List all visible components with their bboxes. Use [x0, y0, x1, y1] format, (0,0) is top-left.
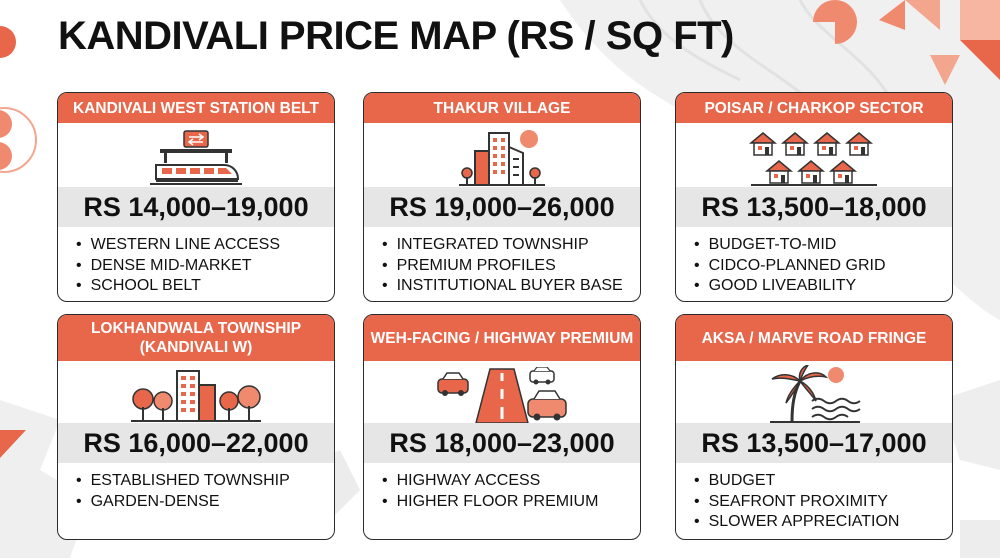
card-heading-text: LOKHANDWALA TOWNSHIP [90, 320, 302, 337]
card-heading-text: POISAR / CHARKOP SECTOR [704, 99, 924, 117]
card-kandivali-west-station-belt: KANDIVALI WEST STATION BELT RS 14,000–19… [57, 92, 335, 302]
price-range: RS 19,000–26,000 [364, 187, 640, 227]
price-range: RS 18,000–23,000 [364, 423, 640, 463]
feature-list: INTEGRATED TOWNSHIP PREMIUM PROFILES INS… [364, 227, 640, 297]
list-item: HIGHWAY ACCESS [382, 471, 640, 492]
card-heading-text: THAKUR VILLAGE [433, 99, 571, 117]
houses-grid-icon [750, 132, 877, 186]
list-item: DENSE MID-MARKET [76, 256, 334, 277]
palm-beach-icon [770, 365, 861, 423]
list-item: CIDCO-PLANNED GRID [694, 256, 952, 277]
list-item: INTEGRATED TOWNSHIP [382, 235, 640, 256]
list-item: SEAFRONT PROXIMITY [694, 492, 952, 513]
list-item: SLOWER APPRECIATION [694, 512, 952, 533]
card-aksa-marve-road: AKSA / MARVE ROAD FRINGE RS 13,500–17,00… [675, 314, 953, 540]
city-buildings-icon [459, 130, 545, 186]
card-heading: POISAR / CHARKOP SECTOR [676, 93, 952, 123]
list-item: ESTABLISHED TOWNSHIP [76, 471, 334, 492]
feature-list: BUDGET SEAFRONT PROXIMITY SLOWER APPRECI… [676, 463, 952, 533]
list-item: INSTITUTIONAL BUYER BASE [382, 276, 640, 297]
list-item: BUDGET [694, 471, 952, 492]
list-item: BUDGET-TO-MID [694, 235, 952, 256]
feature-list: WESTERN LINE ACCESS DENSE MID-MARKET SCH… [58, 227, 334, 297]
list-item: WESTERN LINE ACCESS [76, 235, 334, 256]
card-heading: LOKHANDWALA TOWNSHIP (KANDIVALI W) [58, 315, 334, 361]
price-range: RS 13,500–17,000 [676, 423, 952, 463]
card-poisar-charkop-sector: POISAR / CHARKOP SECTOR RS 13,500–18,000… [675, 92, 953, 302]
card-heading: THAKUR VILLAGE [364, 93, 640, 123]
card-weh-facing-highway: WEH-FACING / HIGHWAY PREMIUM RS 18,000–2… [363, 314, 641, 540]
card-heading: AKSA / MARVE ROAD FRINGE [676, 315, 952, 361]
page-title: KANDIVALI PRICE MAP (RS / SQ FT) [58, 14, 734, 58]
feature-list: BUDGET-TO-MID CIDCO-PLANNED GRID GOOD LI… [676, 227, 952, 297]
price-range: RS 14,000–19,000 [58, 187, 334, 227]
township-trees-icon [131, 370, 261, 422]
list-item: GARDEN-DENSE [76, 492, 334, 513]
card-lokhandwala-township: LOKHANDWALA TOWNSHIP (KANDIVALI W) RS 16… [57, 314, 335, 540]
card-heading-subtext: (KANDIVALI W) [139, 339, 253, 356]
highway-cars-icon [437, 367, 567, 423]
list-item: GOOD LIVEABILITY [694, 276, 952, 297]
card-heading-text: WEH-FACING / HIGHWAY PREMIUM [370, 329, 634, 347]
list-item: HIGHER FLOOR PREMIUM [382, 492, 640, 513]
feature-list: ESTABLISHED TOWNSHIP GARDEN-DENSE [58, 463, 334, 512]
price-range: RS 13,500–18,000 [676, 187, 952, 227]
card-heading-text: AKSA / MARVE ROAD FRINGE [701, 329, 927, 347]
card-heading-text: KANDIVALI WEST STATION BELT [73, 99, 319, 117]
feature-list: HIGHWAY ACCESS HIGHER FLOOR PREMIUM [364, 463, 640, 512]
list-item: PREMIUM PROFILES [382, 256, 640, 277]
train-station-icon [150, 130, 242, 185]
card-heading: WEH-FACING / HIGHWAY PREMIUM [364, 315, 640, 361]
price-range: RS 16,000–22,000 [58, 423, 334, 463]
card-heading: KANDIVALI WEST STATION BELT [58, 93, 334, 123]
card-thakur-village: THAKUR VILLAGE RS 19,000–26,000 INTEGRAT… [363, 92, 641, 302]
list-item: SCHOOL BELT [76, 276, 334, 297]
